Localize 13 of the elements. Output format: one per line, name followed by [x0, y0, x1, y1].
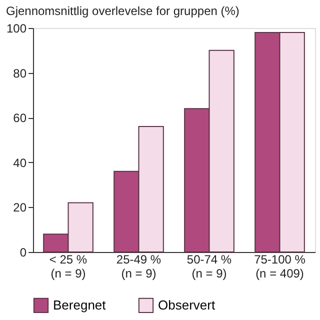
y-tick-label: 0: [20, 246, 27, 260]
legend-label: Beregnet: [53, 297, 106, 312]
y-tick-label: 100: [6, 22, 27, 36]
x-tick-label: 75-100 % (n = 409): [254, 252, 306, 280]
y-tick-label: 40: [13, 156, 27, 170]
y-tick-label: 80: [13, 66, 27, 80]
x-tick-label: 25-49 % (n = 9): [116, 252, 162, 280]
legend-label: Observert: [158, 297, 216, 312]
x-tick-label: 50-74 % (n = 9): [186, 252, 232, 280]
chart-title: Gjennomsnittlig overlevelse for gruppen (%): [6, 4, 240, 18]
x-tick-label: < 25 % (n = 9): [49, 252, 88, 280]
y-tick-label: 20: [13, 200, 27, 215]
y-tick-label: 60: [13, 111, 27, 126]
